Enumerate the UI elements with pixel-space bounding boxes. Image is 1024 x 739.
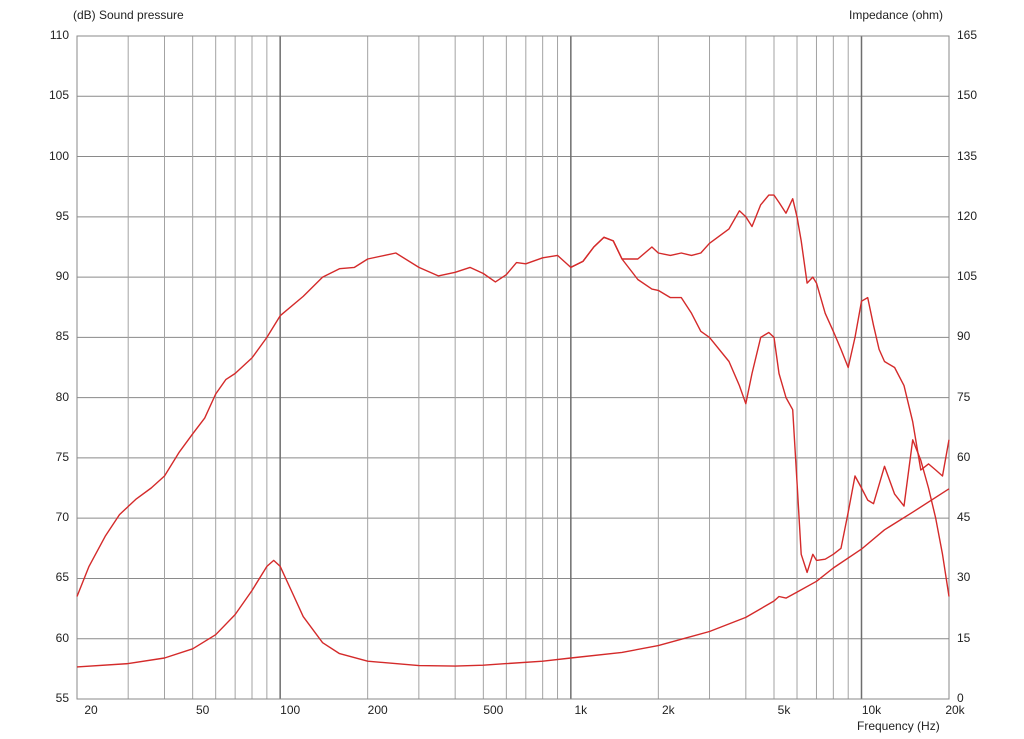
x-tick-label: 500 [483,703,504,717]
y-axis-label-left: (dB) Sound pressure [73,8,184,22]
series-layer [76,194,950,668]
x-tick-label: 2k [661,703,675,717]
x-tick-label: 100 [280,703,301,717]
x-tick-label: 1k [574,703,588,717]
y-tick-label-right: 90 [957,329,971,344]
y-tick-label-left: 105 [48,88,69,103]
y-tick-label-right: 135 [957,148,978,163]
sound-pressure-curve-2 [570,194,950,477]
y-tick-label-left: 75 [55,449,69,464]
y-tick-label-left: 80 [55,389,69,404]
y-tick-label-right: 150 [957,88,978,103]
y-tick-label-left: 85 [55,329,69,344]
y-axis-label-right: Impedance (ohm) [849,8,944,22]
y-tick-label-right: 0 [957,691,964,705]
sound-pressure-curve-1 [76,236,950,597]
y-tick-label-right: 45 [957,510,971,525]
plot-frame [76,35,950,700]
y-tick-label-right: 120 [957,208,978,223]
x-tick-label: 200 [367,703,388,717]
x-axis-label: Frequency (Hz) [857,719,940,733]
x-tick-label: 20 [84,703,98,717]
y-tick-label-left: 65 [55,570,69,585]
impedance-curve [76,488,950,668]
x-tick-label: 5k [777,703,791,717]
y-tick-label-right: 30 [957,570,971,585]
y-tick-label-left: 70 [55,510,69,525]
y-tick-label-left: 100 [48,148,69,163]
x-tick-label: 20k [945,703,965,717]
y-tick-label-right: 60 [957,449,971,464]
y-tick-label-left: 90 [55,269,69,284]
y-tick-label-right: 105 [957,269,978,284]
y-tick-label-left: 55 [55,691,69,705]
y-tick-label-left: 60 [55,630,69,645]
y-tick-label-right: 15 [957,630,971,645]
x-tick-label: 10k [861,703,882,717]
y-tick-label-left: 95 [55,208,69,223]
x-tick-label: 50 [195,703,210,717]
y-tick-label-left: 110 [49,28,69,42]
y-tick-label-right: 165 [957,28,978,42]
y-tick-label-right: 75 [957,389,971,404]
